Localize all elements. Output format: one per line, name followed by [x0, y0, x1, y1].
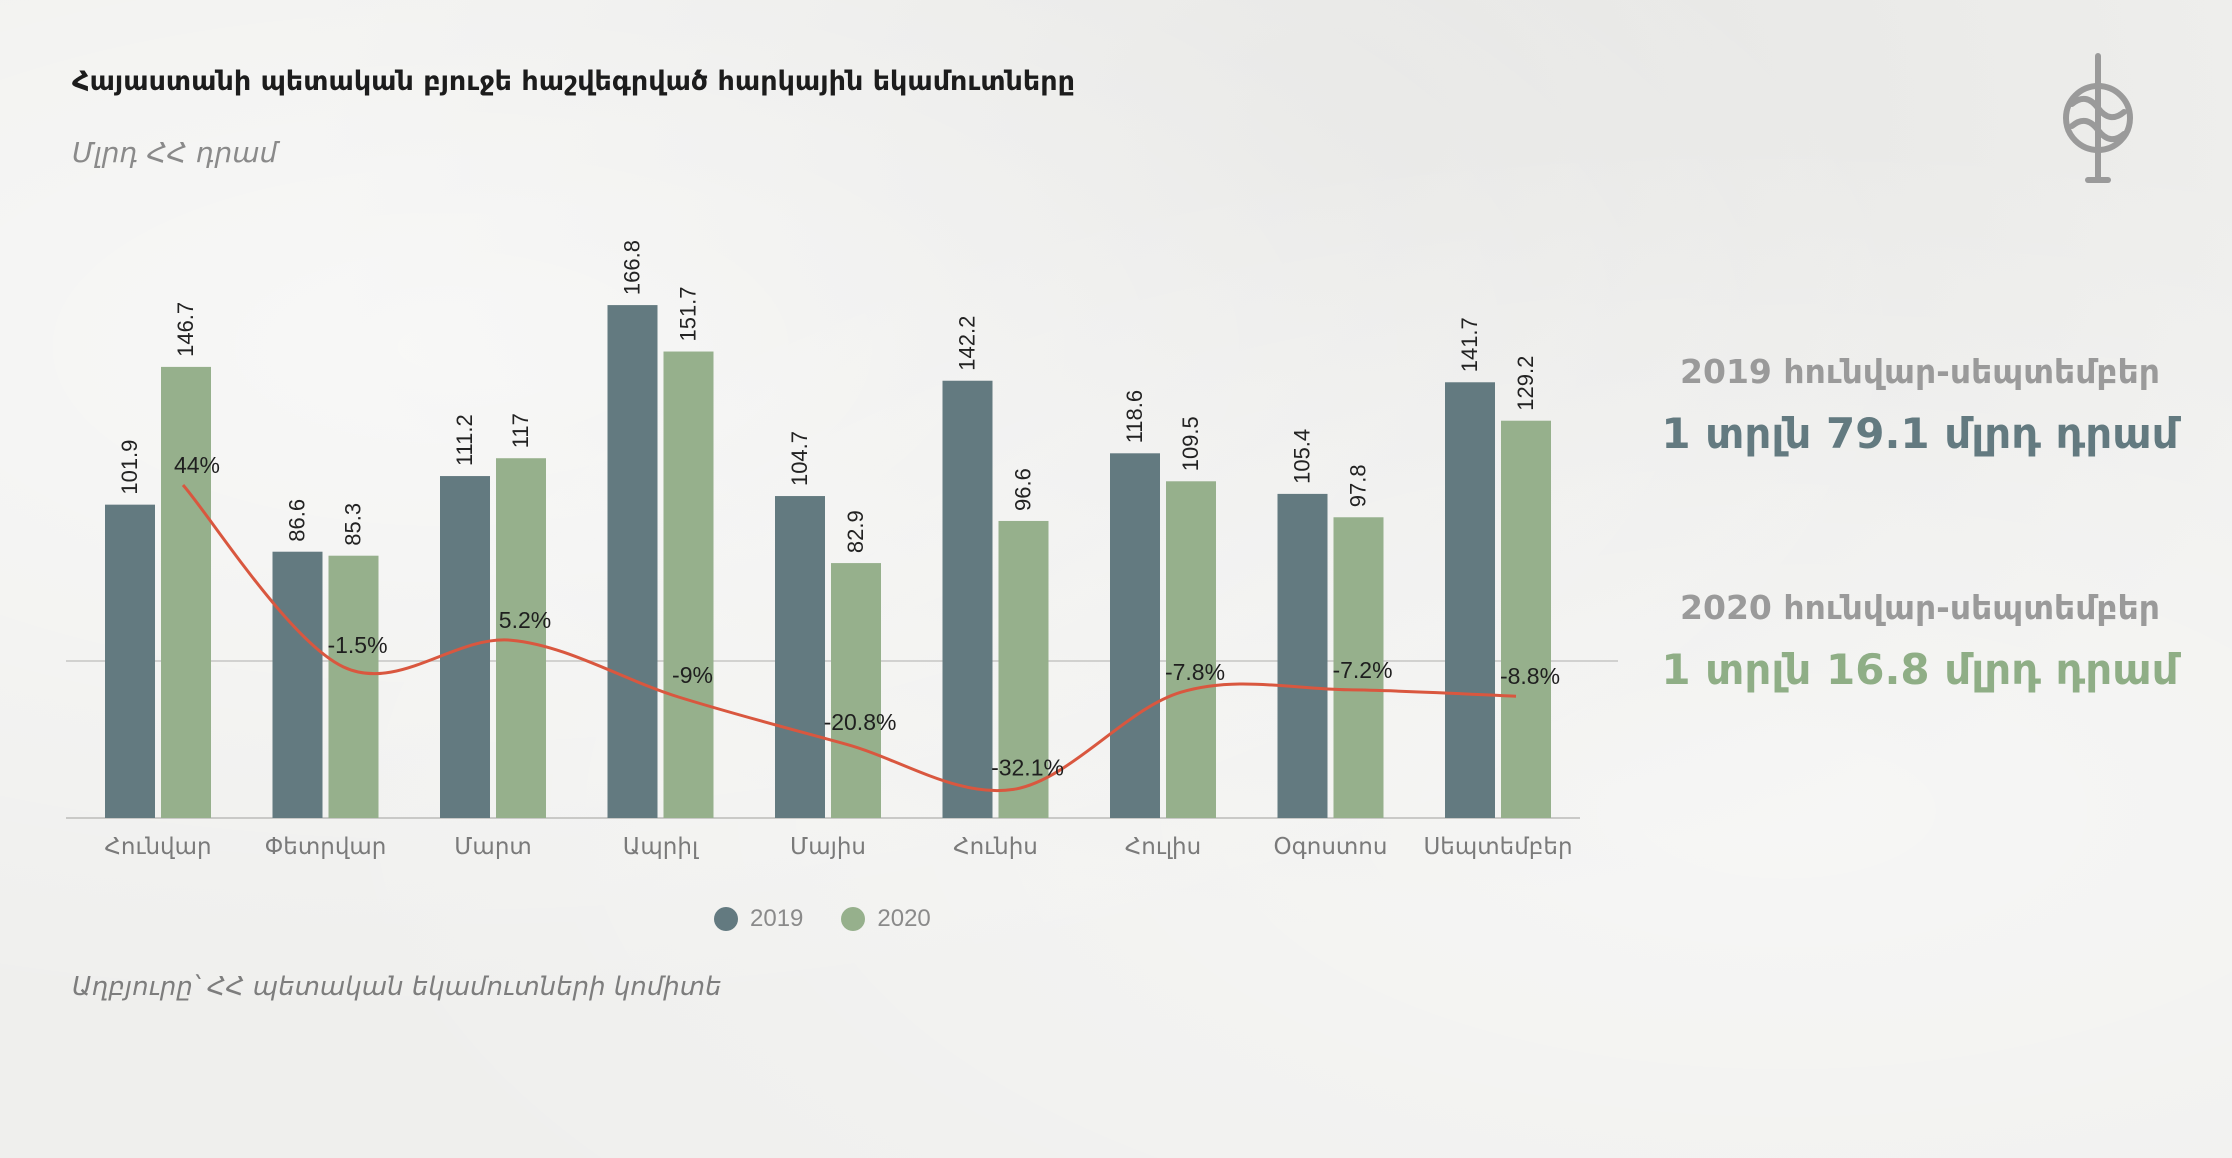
change-line — [181, 484, 1517, 793]
bar-2019 — [942, 380, 993, 818]
bar-value-label: 85.3 — [341, 503, 366, 546]
emblem-icon — [2058, 52, 2138, 196]
bar-value-label: 166.8 — [620, 240, 645, 295]
bar-2020 — [1333, 517, 1384, 818]
legend-label-2020: 2020 — [877, 905, 931, 932]
x-tick-label: Փետրվար — [265, 834, 387, 860]
x-tick-label: Մայիս — [790, 834, 866, 860]
bar-value-label: 146.7 — [173, 302, 198, 357]
bar-value-label: 109.5 — [1178, 416, 1203, 471]
bar-2020 — [1501, 420, 1551, 818]
bar-2019 — [607, 305, 658, 819]
summary-2019-amount: 1 տրլն 79.1 մլրդ դրամ — [1661, 409, 2179, 458]
bar-value-label: 82.9 — [843, 510, 868, 553]
bar-2019 — [1277, 493, 1328, 818]
bar-2019 — [1110, 453, 1160, 818]
x-tick-label: Սեպտեմբեր — [1423, 834, 1572, 860]
legend-swatch-2020 — [841, 907, 866, 931]
bar-2020 — [831, 563, 881, 818]
summary-2020-period: 2020 հունվար-սեպտեմբեր — [1680, 588, 2160, 627]
source-note: Աղբյուրը՝ ՀՀ պետական եկամուտների կոմիտե — [72, 972, 722, 1002]
x-tick-label: Ապրիլ — [623, 834, 699, 860]
bar-2020 — [496, 458, 546, 818]
legend-label-2019: 2019 — [750, 905, 804, 932]
chart-subtitle: Մլրդ ՀՀ դրամ — [72, 136, 278, 169]
bar-value-label: 86.6 — [285, 499, 310, 542]
legend-item-2020: 2020 — [841, 905, 931, 933]
bar-value-label: 111.2 — [452, 414, 477, 466]
summary-2019-period: 2019 հունվար-սեպտեմբեր — [1680, 352, 2160, 391]
x-tick-label: Հունվար — [104, 834, 211, 860]
bar-2020 — [998, 520, 1049, 818]
bar-value-label: 104.7 — [787, 431, 812, 486]
bar-value-label: 97.8 — [1346, 464, 1371, 507]
bar-value-label: 118.6 — [1122, 390, 1147, 443]
bar-2020 — [663, 351, 714, 818]
change-value-label: 5.2% — [499, 607, 551, 633]
bar-value-label: 117 — [508, 413, 533, 448]
bar-value-label: 105.4 — [1290, 429, 1315, 484]
change-value-label: -1.5% — [327, 632, 387, 658]
legend-swatch-2019 — [714, 907, 738, 931]
bar-value-label: 101.9 — [117, 440, 142, 495]
change-value-label: 44% — [174, 452, 220, 478]
bar-value-label: 96.6 — [1011, 468, 1036, 511]
bar-2020 — [1166, 481, 1216, 818]
summary-2020-amount: 1 տրլն 16.8 մլրդ դրամ — [1661, 645, 2179, 694]
chart-title: Հայաստանի պետական բյուջե հաշվեգրված հարկ… — [72, 66, 1075, 97]
change-value-label: -9% — [672, 662, 713, 688]
bar-value-label: 142.2 — [955, 316, 980, 371]
summary-2019: 2019 հունվար-սեպտեմբեր 1 տրլն 79.1 մլրդ … — [1640, 352, 2200, 458]
legend-item-2019: 2019 — [714, 905, 803, 933]
bar-2019 — [105, 504, 155, 818]
bar-2020 — [328, 555, 379, 818]
change-value-label: -32.1% — [991, 754, 1064, 780]
bar-2019 — [1445, 382, 1495, 818]
change-value-label: -8.8% — [1500, 663, 1560, 689]
x-tick-label: Հուլիս — [1125, 834, 1201, 860]
chart-legend: 2019 2020 — [714, 905, 955, 933]
change-value-label: -7.2% — [1332, 657, 1392, 683]
x-tick-label: Մարտ — [454, 834, 532, 860]
bar-value-label: 151.7 — [676, 286, 701, 341]
change-value-label: -20.8% — [824, 709, 897, 735]
bar-2019 — [272, 551, 323, 818]
bar-value-label: 141.7 — [1457, 317, 1482, 372]
bar-value-label: 129.2 — [1513, 356, 1538, 411]
x-tick-label: Հունիս — [953, 834, 1038, 860]
bar-2019 — [775, 496, 825, 818]
x-tick-label: Օգոստոս — [1274, 834, 1388, 860]
summary-2020: 2020 հունվար-սեպտեմբեր 1 տրլն 16.8 մլրդ … — [1640, 588, 2200, 694]
bar-2020 — [161, 366, 211, 818]
change-value-label: -7.8% — [1165, 659, 1225, 685]
